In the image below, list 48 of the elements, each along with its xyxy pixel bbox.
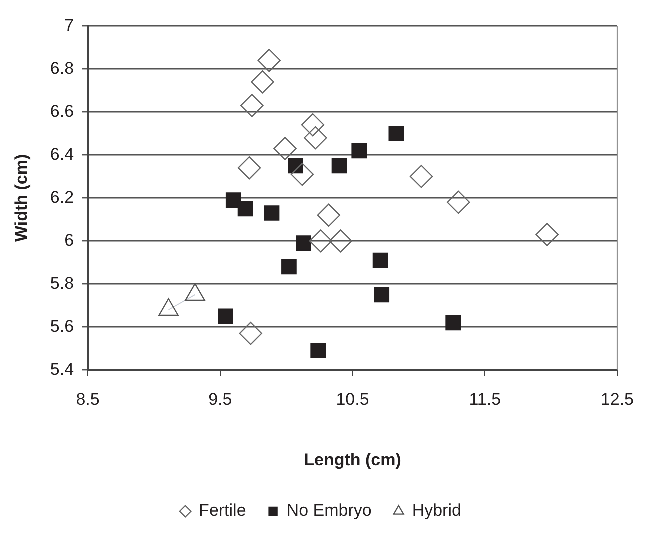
point	[282, 259, 297, 275]
point	[310, 343, 326, 359]
y-tick-label: 6.6	[50, 102, 74, 121]
point	[238, 156, 262, 180]
point	[410, 165, 434, 188]
x-axis-title: Length (cm)	[304, 450, 402, 470]
legend-label: Hybrid	[412, 501, 462, 520]
y-tick-label: 5.6	[50, 316, 74, 336]
x-tick-label: 11.5	[469, 390, 502, 410]
point	[536, 223, 559, 246]
point	[374, 287, 390, 303]
point	[290, 162, 314, 186]
point	[329, 230, 352, 253]
point	[372, 252, 388, 268]
y-tick-label: 6.4	[50, 144, 74, 164]
y-tick-label: 6.2	[50, 188, 74, 207]
y-tick-label: 5.4	[50, 360, 74, 379]
point	[301, 114, 325, 137]
point	[304, 126, 328, 150]
point	[258, 49, 281, 72]
y-tick-label: 6.8	[50, 58, 74, 78]
y-tick-label: 6	[64, 230, 74, 250]
point	[239, 322, 262, 346]
point	[288, 158, 304, 174]
y-tick-label: 7	[64, 16, 74, 35]
y-axis-title: Width (cm)	[12, 154, 31, 242]
x-tick-label: 10.5	[336, 390, 370, 410]
point	[447, 190, 470, 214]
point	[388, 126, 404, 142]
point	[251, 70, 274, 94]
y-tick-label: 5.8	[50, 274, 74, 293]
legend-label: Fertile	[199, 501, 246, 520]
point	[240, 94, 264, 118]
legend-label: No Embryo	[286, 501, 372, 520]
point	[238, 201, 254, 217]
point	[352, 143, 368, 159]
x-tick-label: 8.5	[76, 390, 100, 410]
point	[317, 204, 341, 227]
point	[226, 192, 242, 208]
point	[218, 308, 234, 324]
point	[446, 315, 462, 331]
x-tick-label: 9.5	[208, 390, 232, 410]
point	[274, 137, 297, 160]
point	[264, 206, 280, 221]
point	[296, 236, 312, 252]
point	[309, 230, 333, 253]
point	[332, 158, 348, 174]
x-tick-label: 12.5	[600, 390, 634, 410]
